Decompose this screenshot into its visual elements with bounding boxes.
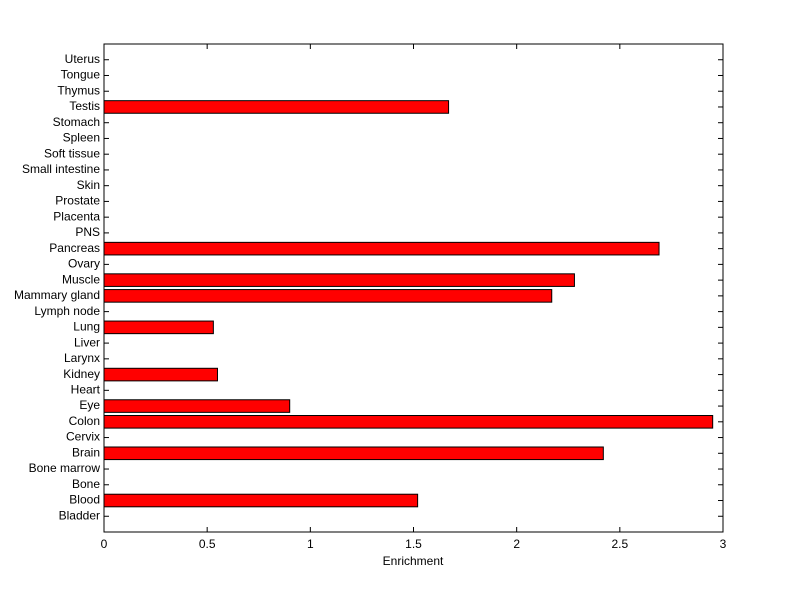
x-tick-label: 0 [101, 537, 108, 551]
y-tick-label: Brain [72, 445, 100, 459]
y-tick-label: Cervix [66, 430, 100, 444]
bar [103, 415, 714, 429]
bar [103, 446, 604, 461]
x-tick-label: 0.5 [199, 537, 216, 551]
x-tick-label: 1.5 [405, 537, 422, 551]
plot-frame [103, 43, 724, 533]
y-tick-label: Stomach [53, 115, 100, 129]
y-tick-label: Bone marrow [29, 461, 101, 475]
y-tick-label: Muscle [62, 272, 100, 286]
y-tick-label: Eye [79, 398, 100, 412]
bar [103, 367, 218, 382]
y-tick-label: Lymph node [34, 304, 100, 318]
y-tick-label: Thymus [57, 83, 100, 97]
y-tick-label: Ovary [68, 257, 100, 271]
y-tick-label: Small intestine [22, 162, 100, 176]
y-tick-label: Pancreas [49, 241, 100, 255]
y-tick-label: Lung [73, 320, 100, 334]
bar [103, 241, 660, 256]
bar [103, 320, 214, 335]
bar [103, 493, 419, 508]
y-tick-label: Tongue [61, 68, 101, 82]
y-tick-label: Testis [69, 99, 100, 113]
x-axis-label: Enrichment [383, 554, 444, 568]
y-tick-label: Spleen [63, 131, 100, 145]
y-tick-label: Heart [71, 382, 101, 396]
bar [103, 399, 291, 413]
y-tick-label: Larynx [64, 351, 100, 365]
x-tick-label: 2.5 [611, 537, 628, 551]
x-tick-label: 3 [720, 537, 727, 551]
bar [103, 289, 553, 303]
y-tick-label: Skin [77, 178, 100, 192]
y-tick-label: Bone [72, 477, 100, 491]
y-tick-label: PNS [75, 225, 100, 239]
y-tick-label: Uterus [65, 52, 100, 66]
y-tick-label: Mammary gland [14, 288, 100, 302]
y-tick-label: Blood [69, 493, 100, 507]
x-tick-label: 2 [513, 537, 520, 551]
y-tick-label: Liver [74, 335, 100, 349]
bar [103, 100, 450, 114]
y-tick-label: Bladder [59, 508, 100, 522]
y-tick-label: Kidney [63, 367, 100, 381]
y-tick-label: Placenta [53, 209, 100, 223]
y-tick-label: Prostate [55, 194, 100, 208]
y-tick-label: Soft tissue [44, 146, 100, 160]
x-tick-label: 1 [307, 537, 314, 551]
bar [103, 273, 575, 287]
y-tick-label: Colon [69, 414, 100, 428]
